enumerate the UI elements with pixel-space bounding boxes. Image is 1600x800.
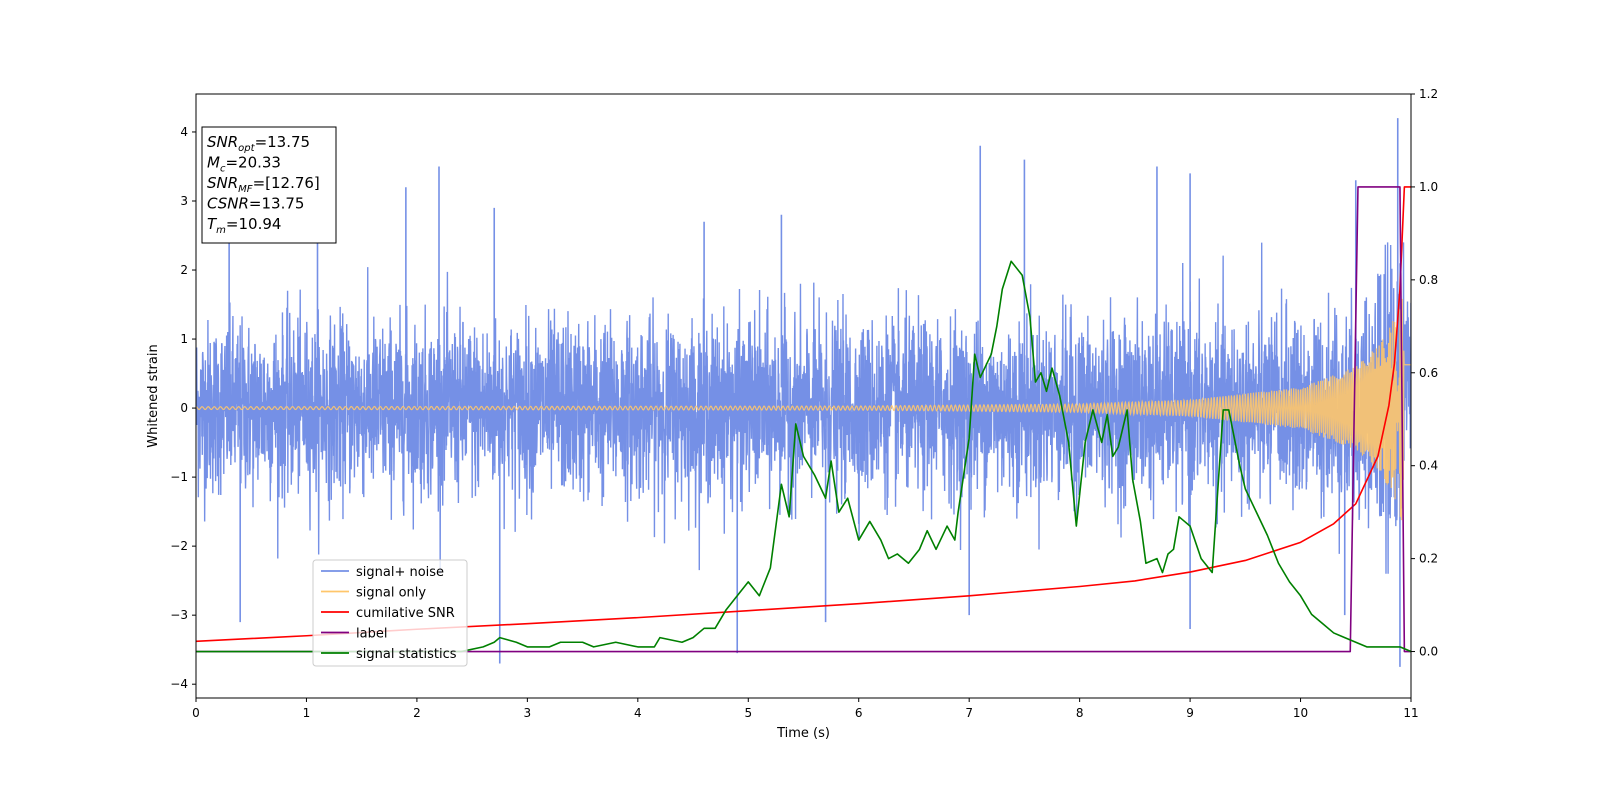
y2-tick-label: 0.0 [1419,645,1438,659]
annotation-line: Mc=20.33 [207,154,281,175]
legend-item: cumilative SNR [321,606,455,621]
legend-item: signal only [321,586,426,601]
annotation-line: SNRMF=[12.76] [207,174,320,195]
y2-tick-label: 0.4 [1419,459,1438,473]
x-tick-label: 2 [413,706,421,720]
legend-label: signal+ noise [356,565,444,580]
annotation-box: SNRopt=13.75Mc=20.33SNRMF=[12.76]CSNR=13… [201,126,337,244]
legend-label: cumilative SNR [356,606,455,621]
x-tick-label: 8 [1076,706,1084,720]
y-axis-right: 0.0 0.2 0.4 0.6 0.8 1.0 1.2 [1411,87,1438,659]
y-tick-label: −2 [170,539,188,553]
y-tick-label: 1 [180,332,188,346]
y-tick-label: 3 [180,194,188,208]
axes-frame [195,93,1412,699]
annotation-value: =[12.76] [253,174,320,192]
annotation-value: =20.33 [225,154,281,172]
annotation-subscript: c [220,164,226,175]
x-tick-label: 7 [965,706,973,720]
y-tick-label: 4 [180,125,188,139]
x-axis-label: Time (s) [776,726,830,741]
series-cumulative-snr [196,186,1411,643]
y-tick-label: 0 [180,401,188,415]
annotation-symbol: M [207,154,220,172]
annotation-symbol: SNR [207,133,238,151]
annotation-frame [201,126,337,244]
annotation-value: =13.75 [249,195,305,213]
y2-tick-label: 1.2 [1419,87,1438,101]
x-tick-label: 1 [303,706,311,720]
annotation-subscript: MF [238,184,253,195]
y2-tick-label: 0.8 [1419,273,1438,287]
legend-item: label [321,627,387,642]
y2-tick-label: 0.2 [1419,552,1438,566]
annotation-value: =13.75 [255,133,311,151]
y-tick-label: −4 [170,677,188,691]
x-tick-label: 3 [524,706,532,720]
legend-item: signal+ noise [321,565,444,580]
y2-tick-label: 0.6 [1419,366,1438,380]
annotation-value: =10.94 [226,215,282,233]
x-tick-label: 9 [1186,706,1194,720]
y2-tick-label: 1.0 [1419,180,1438,194]
legend-item: signal statistics [321,647,457,662]
series-signal-only [196,298,1411,521]
annotation-subscript: opt [238,143,255,154]
legend-label: signal statistics [356,647,457,662]
annotation-line: CSNR=13.75 [207,195,304,213]
x-tick-label: 6 [855,706,863,720]
x-tick-label: 11 [1403,706,1418,720]
legend-label: label [356,627,387,642]
y-tick-label: −1 [170,470,188,484]
annotation-symbol: T [207,215,218,233]
x-tick-label: 5 [744,706,752,720]
legend-frame [312,559,468,667]
x-axis: 0 1 2 3 4 5 6 7 8 9 10 11 [192,698,1419,720]
annotation-line: SNRopt=13.75 [207,133,310,154]
x-tick-label: 4 [634,706,642,720]
annotation-line: Tm=10.94 [207,215,281,236]
y-tick-label: −3 [170,608,188,622]
plot-area [196,118,1411,667]
legend: signal+ noise signal only cumilative SNR la… [312,559,468,667]
annotation-symbol: CSNR [207,195,249,213]
y-axis-label: Whitened strain [146,344,161,447]
x-tick-label: 0 [192,706,200,720]
y-tick-label: 2 [180,263,188,277]
annotation-subscript: m [216,225,226,236]
x-tick-label: 10 [1293,706,1308,720]
annotation-symbol: SNR [207,174,238,192]
y-axis-left: −4 −3 −2 −1 0 1 2 3 4 [170,125,196,691]
series-signal-statistics [196,260,1411,653]
legend-label: signal only [356,586,426,601]
series-label [196,186,1411,653]
